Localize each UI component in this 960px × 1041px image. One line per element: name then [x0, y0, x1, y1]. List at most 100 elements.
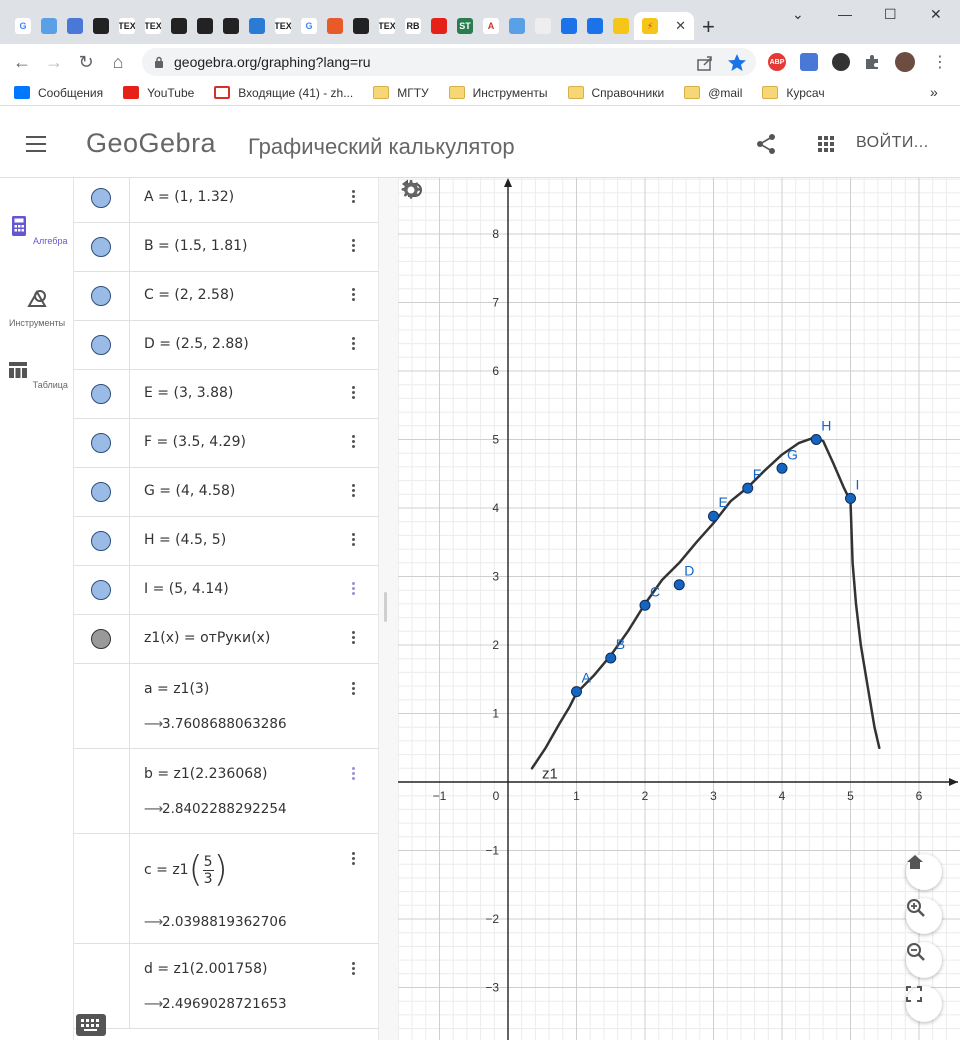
browser-tab[interactable]: A: [478, 12, 504, 40]
browser-tab[interactable]: [504, 12, 530, 40]
browser-tab[interactable]: G: [296, 12, 322, 40]
bookmark-star-icon[interactable]: [727, 53, 747, 73]
evaluation-row-a[interactable]: a = z1(3) ⟶3.7608688063286: [74, 664, 378, 749]
adblock-extension-icon[interactable]: ABP: [768, 53, 786, 71]
share-page-icon[interactable]: [696, 54, 714, 72]
point-row[interactable]: A = (1, 1.32): [74, 178, 378, 223]
extension-icon[interactable]: [832, 53, 850, 71]
visibility-toggle[interactable]: [91, 433, 111, 453]
close-window-button[interactable]: ✕: [930, 6, 942, 22]
point-expression[interactable]: D = (2.5, 2.88): [144, 336, 249, 352]
evaluation-expression[interactable]: b = z1(2.236068): [144, 766, 268, 782]
bookmarks-overflow-button[interactable]: »: [930, 84, 938, 100]
more-options-icon[interactable]: [352, 239, 356, 254]
point-row[interactable]: B = (1.5, 1.81): [74, 223, 378, 272]
bookmark-youtube[interactable]: YouTube: [123, 86, 194, 100]
browser-tab[interactable]: [218, 12, 244, 40]
point-row[interactable]: H = (4.5, 5): [74, 517, 378, 566]
point-expression[interactable]: H = (4.5, 5): [144, 532, 227, 548]
browser-tab[interactable]: [530, 12, 556, 40]
browser-tab[interactable]: [36, 12, 62, 40]
browser-tab[interactable]: [88, 12, 114, 40]
forward-icon[interactable]: →: [45, 51, 63, 72]
evaluation-row-b[interactable]: b = z1(2.236068) ⟶2.8402288292254: [74, 749, 378, 834]
evaluation-expression[interactable]: a = z1(3): [144, 681, 210, 697]
geogebra-logo[interactable]: GeoGebra: [86, 128, 217, 158]
browser-tab[interactable]: [348, 12, 374, 40]
fullscreen-button[interactable]: [906, 986, 942, 1022]
more-options-icon[interactable]: [352, 190, 356, 205]
evaluation-expression[interactable]: d = z1(2.001758): [144, 961, 268, 977]
browser-tab[interactable]: [556, 12, 582, 40]
more-options-icon[interactable]: [352, 288, 356, 303]
more-options-icon[interactable]: [352, 682, 356, 697]
bookmark-vk[interactable]: Сообщения: [14, 86, 103, 100]
keyboard-icon[interactable]: [76, 1014, 106, 1036]
share-icon[interactable]: [755, 133, 777, 155]
visibility-toggle[interactable]: [91, 188, 111, 208]
browser-tab[interactable]: [322, 12, 348, 40]
function-expression[interactable]: z1(x) = отРуки(x): [144, 630, 271, 646]
browser-tab[interactable]: [192, 12, 218, 40]
browser-tab[interactable]: [244, 12, 270, 40]
more-options-icon[interactable]: [352, 337, 356, 352]
visibility-toggle[interactable]: [91, 335, 111, 355]
point-row[interactable]: I = (5, 4.14): [74, 566, 378, 615]
browser-tab[interactable]: [582, 12, 608, 40]
visibility-toggle[interactable]: [91, 286, 111, 306]
more-options-icon[interactable]: [352, 484, 356, 499]
visibility-toggle[interactable]: [91, 580, 111, 600]
browser-tab[interactable]: [62, 12, 88, 40]
point-expression[interactable]: A = (1, 1.32): [144, 189, 235, 205]
more-options-icon[interactable]: [352, 533, 356, 548]
visibility-toggle[interactable]: [91, 237, 111, 257]
graph-canvas[interactable]: −1 0 1 2 3 4 5 6 −3 −2 −1 1 2 3 4 5 6 7 8 z1 A B C D E F G H I: [398, 178, 960, 1040]
bookmark-folder-mgtu[interactable]: МГТУ: [373, 86, 429, 100]
active-browser-tab[interactable]: ⚡ ✕: [634, 12, 694, 40]
profile-avatar[interactable]: [895, 52, 915, 72]
apps-grid-icon[interactable]: [818, 136, 834, 152]
bookmark-folder-mail[interactable]: @mail: [684, 86, 742, 100]
browser-tab[interactable]: TEX: [374, 12, 400, 40]
rail-tab-tools[interactable]: Инструменты: [0, 286, 74, 328]
browser-tab[interactable]: [608, 12, 634, 40]
bookmark-folder-kursach[interactable]: Курсач: [762, 86, 825, 100]
bookmark-gmail[interactable]: Входящие (41) - zh...: [214, 86, 353, 100]
home-view-button[interactable]: [906, 854, 942, 890]
browser-tab[interactable]: TEX: [270, 12, 296, 40]
evaluation-row-d[interactable]: d = z1(2.001758) ⟶2.4969028721653: [74, 944, 378, 1029]
visibility-toggle[interactable]: [91, 531, 111, 551]
rail-tab-algebra[interactable]: Алгебра: [0, 214, 74, 246]
more-options-icon[interactable]: [352, 767, 356, 782]
browser-tab[interactable]: G: [10, 12, 36, 40]
translate-extension-icon[interactable]: [800, 53, 818, 71]
home-icon[interactable]: ⌂: [112, 51, 124, 72]
point-expression[interactable]: B = (1.5, 1.81): [144, 238, 248, 254]
browser-tab[interactable]: [426, 12, 452, 40]
more-options-icon[interactable]: [352, 852, 356, 867]
zoom-out-button[interactable]: [906, 942, 942, 978]
point-row[interactable]: D = (2.5, 2.88): [74, 321, 378, 370]
tab-search-icon[interactable]: ⌄: [792, 6, 804, 22]
more-options-icon[interactable]: [352, 582, 356, 597]
panel-splitter[interactable]: [378, 178, 398, 1040]
maximize-button[interactable]: ☐: [884, 6, 897, 22]
zoom-in-button[interactable]: [906, 898, 942, 934]
point-expression[interactable]: G = (4, 4.58): [144, 483, 236, 499]
extensions-puzzle-icon[interactable]: [863, 53, 881, 71]
scrollbar-thumb[interactable]: [384, 592, 387, 622]
bookmark-folder-reference[interactable]: Справочники: [567, 86, 664, 100]
new-tab-button[interactable]: +: [702, 14, 715, 39]
visibility-toggle[interactable]: [91, 629, 111, 649]
more-options-icon[interactable]: [352, 435, 356, 450]
point-row[interactable]: G = (4, 4.58): [74, 468, 378, 517]
point-row[interactable]: F = (3.5, 4.29): [74, 419, 378, 468]
point-row[interactable]: C = (2, 2.58): [74, 272, 378, 321]
rail-tab-table[interactable]: Таблица: [0, 358, 74, 390]
evaluation-row-c[interactable]: c = z1 ( 5 3 ) ⟶2.0398819362706: [74, 834, 378, 944]
browser-tab[interactable]: TEX: [140, 12, 166, 40]
point-expression[interactable]: E = (3, 3.88): [144, 385, 234, 401]
visibility-toggle[interactable]: [91, 482, 111, 502]
browser-tab[interactable]: TEX: [114, 12, 140, 40]
point-expression[interactable]: F = (3.5, 4.29): [144, 434, 246, 450]
